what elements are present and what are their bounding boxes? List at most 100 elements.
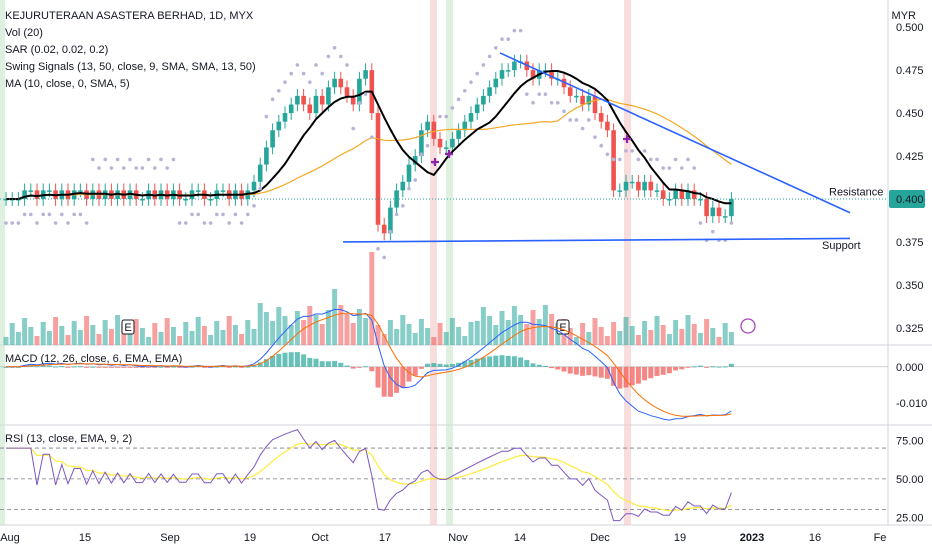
macd-histogram-bar	[468, 359, 474, 367]
macd-histogram-bar	[332, 361, 338, 367]
macd-tick-label: -0.010	[896, 398, 927, 410]
legend-vol[interactable]: Vol (20)	[5, 27, 43, 39]
macd-histogram-bar	[201, 366, 207, 368]
macd-histogram-bar	[294, 352, 300, 367]
macd-histogram-bar	[679, 366, 685, 370]
macd-histogram-bar	[53, 366, 59, 368]
rsi-title: RSI (13, close, EMA, 9, 2)	[5, 433, 133, 445]
volume-bar	[499, 311, 505, 345]
candle-body	[722, 216, 728, 218]
sar-dot	[258, 186, 263, 191]
candle-body	[270, 130, 275, 148]
price-tick-label: 0.350	[896, 280, 924, 292]
volume-bar	[257, 303, 263, 345]
volume-bar	[214, 321, 220, 345]
time-tick-label: 16	[809, 532, 821, 544]
candle-body	[642, 181, 647, 191]
rsi-ma-line	[6, 442, 732, 512]
candle-body	[512, 61, 517, 71]
macd-histogram-bar	[146, 366, 152, 368]
macd-histogram-bar	[344, 365, 350, 367]
macd-legend[interactable]: MACD (12, 26, close, 6, EMA, EMA)	[5, 351, 182, 368]
sar-dot	[475, 71, 480, 76]
sar-dot	[66, 221, 70, 225]
price-tick-label: 0.475	[896, 65, 924, 77]
time-tick-label: Aug	[0, 532, 20, 544]
volume-bar	[294, 311, 300, 345]
macd-histogram-bar	[34, 366, 40, 368]
volume-bar	[480, 307, 486, 345]
macd-histogram-bar	[685, 366, 691, 368]
sar-dot	[667, 166, 672, 170]
volume-bar	[319, 324, 325, 345]
volume-bar	[505, 320, 511, 345]
macd-histogram-bar	[84, 366, 90, 368]
sar-dot	[388, 229, 393, 234]
volume-bar	[65, 335, 71, 345]
earnings-box	[121, 319, 135, 335]
candle-body	[617, 190, 623, 192]
legend-ma[interactable]: MA (10, close, 0, SMA, 5)	[5, 78, 130, 90]
sar-dot	[4, 221, 8, 225]
sar-dot	[165, 166, 169, 170]
macd-histogram-bar	[648, 366, 654, 379]
sar-dot	[332, 45, 337, 50]
sar-dot	[308, 80, 312, 84]
sar-dot	[401, 204, 405, 208]
sar-dot	[543, 92, 548, 96]
sar-dot	[60, 212, 64, 217]
candle-body	[357, 78, 362, 105]
volume-bar	[654, 316, 660, 345]
candle-body	[276, 121, 282, 131]
earnings-marker: E	[556, 319, 570, 335]
volume-bar	[493, 325, 499, 345]
macd-histogram-bar	[158, 366, 164, 368]
sar-dot	[270, 97, 275, 102]
sar-dot	[246, 212, 250, 217]
macd-histogram-bar	[418, 366, 424, 369]
sar-dot	[438, 114, 442, 119]
volume-bar	[536, 319, 542, 345]
earnings-marker: E	[121, 319, 135, 335]
sar-dot	[363, 92, 368, 96]
macd-histogram-bar	[728, 363, 734, 367]
legend-swing[interactable]: Swing Signals (13, 50, close, 9, SMA, SM…	[5, 61, 256, 73]
candle-body	[443, 147, 449, 149]
candle-body	[208, 198, 213, 201]
rsi-legend[interactable]: RSI (13, close, EMA, 9, 2)	[5, 431, 132, 448]
sar-dot	[413, 178, 418, 182]
ma-10-line	[6, 70, 732, 205]
time-tick-label: Nov	[448, 532, 468, 544]
volume-bar	[623, 317, 629, 345]
candle-body	[673, 190, 678, 199]
candle-body	[654, 190, 660, 192]
sar-dot	[84, 221, 89, 225]
price-tick-label: 0.500	[896, 22, 924, 34]
candle-body	[660, 190, 666, 199]
macd-histogram-bar	[654, 366, 660, 376]
volume-bar	[102, 320, 108, 345]
price-tick-label: 0.450	[896, 108, 924, 120]
sar-dot	[283, 80, 287, 84]
sar-dot	[537, 92, 541, 96]
sar-dot	[326, 54, 331, 59]
volume-bar	[468, 322, 474, 345]
volume-bar	[183, 322, 189, 345]
candle-body	[499, 70, 505, 79]
volume-bar	[673, 320, 679, 345]
sar-dot	[531, 100, 535, 105]
volume-bar	[53, 317, 59, 345]
volume-bar	[412, 333, 418, 345]
candle-body	[685, 190, 691, 199]
volume-bar	[704, 319, 710, 345]
volume-bar	[406, 324, 412, 345]
legend-sar[interactable]: SAR (0.02, 0.02, 0.2)	[5, 44, 109, 56]
volume-bar	[9, 323, 15, 345]
macd-histogram-bar	[195, 366, 201, 368]
resistance-label: Resistance	[829, 187, 883, 199]
volume-bar	[226, 316, 232, 345]
sar-dot	[624, 149, 628, 153]
macd-histogram-bar	[282, 352, 288, 367]
volume-bar	[251, 329, 257, 345]
